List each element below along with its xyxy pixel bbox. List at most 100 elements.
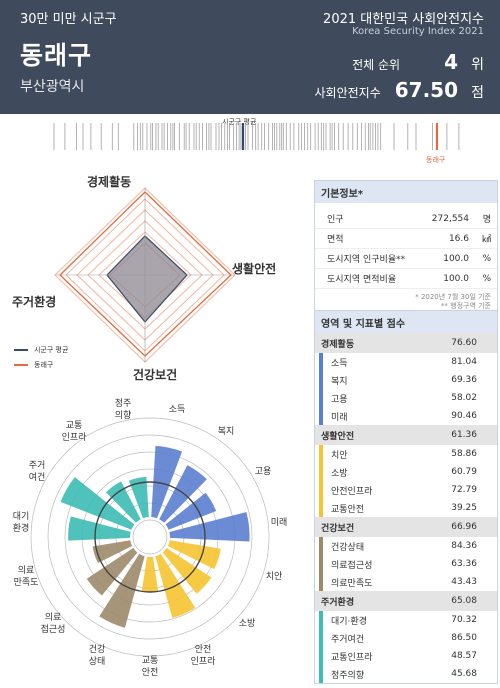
rose-label: 건강 상태 bbox=[88, 645, 106, 667]
score-item-row: 정주의향 45.68 bbox=[315, 665, 497, 683]
item-value: 69.36 bbox=[451, 375, 477, 385]
score-item-row: 대기·환경 70.32 bbox=[315, 611, 497, 629]
rose-label: 교통 안전 bbox=[141, 656, 159, 678]
group-value: 66.96 bbox=[451, 522, 477, 532]
rose-sector bbox=[167, 540, 221, 570]
rose-label: 소방 bbox=[238, 619, 256, 629]
rose-label: 소득 bbox=[168, 405, 186, 415]
group-label: 경제활동 bbox=[321, 339, 355, 350]
score-group-row: 경제활동 76.60 bbox=[315, 333, 497, 353]
rose-label: 주거 여건 bbox=[28, 461, 46, 483]
item-value: 63.36 bbox=[451, 559, 477, 569]
item-value: 60.79 bbox=[451, 467, 477, 477]
rose-label: 안전 인프라 bbox=[190, 645, 216, 667]
scores-rows: 경제활동 76.60 소득 81.04 복지 69.36 고용 58.02 미래 90.46 생활안… bbox=[315, 333, 497, 683]
info-row: 면적 16.6 ㎢ bbox=[315, 229, 497, 249]
item-label: 교통안전 bbox=[331, 504, 365, 515]
info-unit: % bbox=[482, 273, 491, 284]
rank-strip bbox=[53, 123, 460, 150]
rose-label: 대기 환경 bbox=[12, 512, 30, 534]
rose-sector bbox=[68, 516, 131, 541]
region-category: 30만 미만 시군구 bbox=[20, 12, 117, 27]
score-item-row: 미래 90.46 bbox=[315, 407, 497, 425]
note-line: * 2020년 7월 30일 기준 bbox=[415, 293, 491, 301]
rose-label: 미래 bbox=[270, 518, 288, 528]
item-label: 복지 bbox=[331, 376, 348, 387]
header-banner: 30만 미만 시군구 동래구 부산광역시 2021 대한민국 사회안전지수 Ko… bbox=[0, 0, 500, 114]
score-item-row: 교통안전 39.25 bbox=[315, 499, 497, 517]
index-title-en: Korea Security Index 2021 bbox=[352, 26, 484, 37]
score-unit: 점 bbox=[471, 85, 484, 101]
strip-avg-label: 시군구 평균 bbox=[222, 118, 257, 126]
item-value: 43.43 bbox=[451, 577, 477, 587]
group-label: 생활안전 bbox=[321, 431, 355, 442]
radar-axis-label-housing: 주거환경 bbox=[12, 295, 57, 309]
group-color-bar bbox=[319, 611, 323, 629]
rose-label: 의료 만족도 bbox=[13, 566, 39, 588]
group-color-bar bbox=[319, 463, 323, 481]
group-color-bar bbox=[319, 555, 323, 573]
basic-info-rows: 인구 272,554 명 면적 16.6 ㎢ 도시지역 인구비율** 100.0% 도시지역 면… bbox=[315, 209, 497, 289]
rose-grid-ring bbox=[132, 519, 168, 555]
info-row: 도시지역 면적비율 100.0% bbox=[315, 269, 497, 289]
group-color-bar bbox=[319, 445, 323, 463]
rose-sector bbox=[60, 477, 135, 530]
item-value: 72.79 bbox=[451, 485, 477, 495]
score-item-row: 의료접근성 63.36 bbox=[315, 555, 497, 573]
rose-label: 정주 의향 bbox=[114, 399, 132, 421]
item-value: 45.68 bbox=[451, 669, 477, 679]
rose-label: 치안 bbox=[265, 572, 283, 582]
radar-legend: 시군구 평균 동래구 bbox=[14, 345, 68, 375]
rose-sector bbox=[99, 553, 145, 628]
region-name: 동래구 bbox=[20, 41, 93, 70]
indicator-rose-chart bbox=[30, 417, 270, 657]
item-value: 81.04 bbox=[451, 357, 477, 367]
rank-label: 전체 순위 bbox=[352, 58, 401, 72]
info-value: 272,554 bbox=[431, 213, 469, 224]
rose-label: 교통 인프라 bbox=[61, 421, 87, 443]
score-row: 사회안전지수 67.50 점 bbox=[314, 78, 484, 102]
rose-sector bbox=[162, 548, 212, 594]
info-row: 도시지역 인구비율** 100.0% bbox=[315, 249, 497, 269]
scores-title: 영역 및 지표별 점수 bbox=[315, 311, 497, 333]
rose-grid-ring bbox=[47, 434, 253, 640]
info-label: 면적 bbox=[327, 235, 344, 245]
note-line: ** 행정구역 기준 bbox=[440, 302, 491, 310]
group-color-bar bbox=[319, 499, 323, 517]
score-item-row: 소득 81.04 bbox=[315, 353, 497, 371]
item-value: 58.86 bbox=[451, 449, 477, 459]
rose-average-ring bbox=[94, 481, 206, 593]
group-label: 건강보건 bbox=[321, 523, 355, 534]
score-value: 67.50 bbox=[394, 78, 458, 102]
group-color-bar bbox=[319, 537, 323, 555]
item-value: 84.36 bbox=[451, 541, 477, 551]
info-unit: ㎢ bbox=[481, 235, 491, 245]
radar-axis-label-safety: 생활안전 bbox=[232, 262, 277, 276]
group-color-bar bbox=[319, 371, 323, 389]
item-label: 건강상태 bbox=[331, 542, 365, 553]
rose-sector bbox=[165, 492, 217, 530]
item-label: 정주의향 bbox=[331, 670, 365, 681]
radar-axis-label-health: 건강보건 bbox=[133, 368, 178, 382]
item-label: 소득 bbox=[331, 358, 348, 369]
item-label: 의료만족도 bbox=[331, 578, 373, 589]
legend-swatch bbox=[14, 349, 28, 351]
score-item-row: 복지 69.36 bbox=[315, 371, 497, 389]
rose-label: 복지 bbox=[217, 427, 235, 437]
item-value: 39.25 bbox=[451, 503, 477, 513]
item-label: 의료접근성 bbox=[331, 560, 373, 571]
item-label: 치안 bbox=[331, 450, 348, 461]
rose-label: 의료 접근성 bbox=[40, 613, 66, 635]
group-color-bar bbox=[319, 481, 323, 499]
group-color-bar bbox=[319, 353, 323, 371]
group-label: 주거환경 bbox=[321, 597, 355, 608]
score-item-row: 주거여건 86.50 bbox=[315, 629, 497, 647]
basic-info-title: 기본정보* bbox=[315, 181, 497, 203]
group-color-bar bbox=[319, 573, 323, 591]
rose-sector bbox=[92, 540, 133, 564]
item-value: 86.50 bbox=[451, 633, 477, 643]
group-color-bar bbox=[319, 647, 323, 665]
rose-sector bbox=[105, 481, 141, 523]
info-value: 16.6 bbox=[448, 233, 469, 244]
item-value: 70.32 bbox=[451, 615, 477, 625]
